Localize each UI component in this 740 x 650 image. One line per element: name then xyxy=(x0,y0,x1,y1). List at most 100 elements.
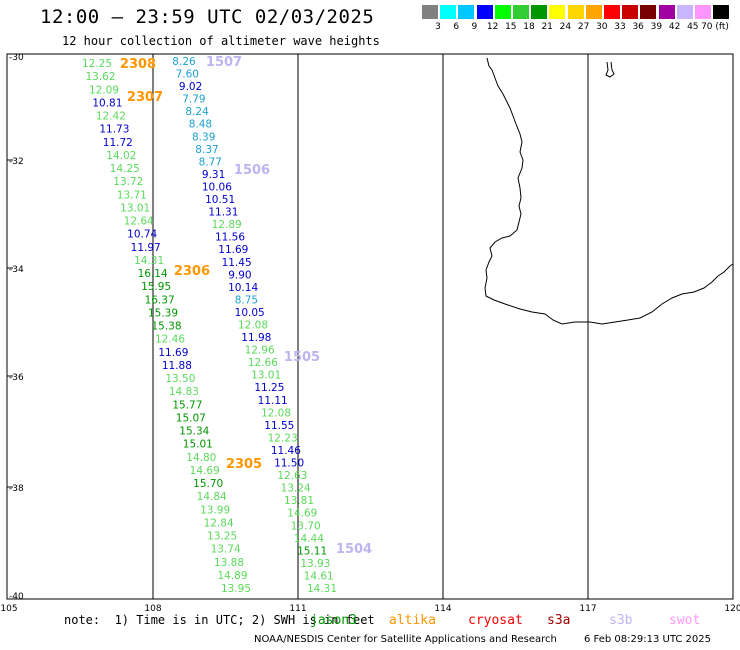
wave-height-reading: 14.69 xyxy=(190,465,220,477)
wave-height-reading: 13.50 xyxy=(165,373,195,385)
pass-label: 2308 xyxy=(120,57,156,72)
wave-height-reading: 12.08 xyxy=(238,320,268,332)
colorbar-label: 70 (ft) xyxy=(701,22,729,32)
colorbar-label: 42 xyxy=(668,22,681,32)
footer-timestamp: 6 Feb 08:29:13 UTC 2025 xyxy=(584,634,711,645)
wave-height-reading: 8.48 xyxy=(189,119,212,131)
wave-height-reading: 12.08 xyxy=(261,407,291,419)
colorbar-swatch xyxy=(567,5,584,19)
lat-label-38: -38 xyxy=(9,484,24,494)
wave-height-reading: 11.69 xyxy=(218,244,248,256)
wave-height-reading: 15.70 xyxy=(193,478,223,490)
colorbar-swatch xyxy=(549,5,566,19)
lat-label-32: -32 xyxy=(9,157,24,167)
colorbar-swatch xyxy=(458,5,475,19)
lon-label-117: 117 xyxy=(579,604,596,614)
wave-height-reading: 10.05 xyxy=(235,307,265,319)
pass-label: 1505 xyxy=(284,350,320,365)
wave-height-reading: 14.61 xyxy=(304,571,334,583)
wave-height-reading: 11.73 xyxy=(99,124,129,136)
footer-credit: NOAA/NESDIS Center for Satellite Applica… xyxy=(254,634,557,645)
wave-height-reading: 10.51 xyxy=(205,194,235,206)
lon-label-120: 120 xyxy=(724,604,740,614)
pass-label: 2305 xyxy=(226,457,262,472)
pass-label: 1506 xyxy=(234,163,270,178)
colorbar-swatch xyxy=(422,5,438,19)
legend-cryosat: cryosat xyxy=(468,613,523,628)
wave-height-reading: 14.84 xyxy=(197,491,227,503)
colorbar-label: 39 xyxy=(650,22,663,32)
wave-height-reading: 10.74 xyxy=(127,229,157,241)
wave-height-reading: 9.31 xyxy=(202,169,225,181)
colorbar-swatch xyxy=(604,5,620,19)
page-title: 12:00 – 23:59 UTC 02/03/2025 xyxy=(40,6,375,28)
wave-height-reading: 8.26 xyxy=(172,56,196,68)
wave-height-reading: 14.80 xyxy=(186,452,216,464)
legend-altika: altika xyxy=(389,613,436,628)
wave-height-reading: 12.64 xyxy=(124,216,154,228)
wave-height-reading: 14.31 xyxy=(134,255,164,267)
wave-height-reading: 9.90 xyxy=(228,269,251,281)
colorbar-swatch xyxy=(585,5,602,19)
wave-height-reading: 13.71 xyxy=(117,189,147,201)
colorbar-swatch xyxy=(531,5,548,19)
pass-label: 2307 xyxy=(127,90,163,105)
lon-label-105: 105 xyxy=(0,604,17,614)
australia-coastline xyxy=(484,57,734,325)
wave-height-reading: 8.37 xyxy=(195,144,218,156)
colorbar-label: 36 xyxy=(632,22,644,32)
legend-jason3: jason3 xyxy=(310,613,357,628)
wave-height-reading: 7.60 xyxy=(176,69,199,81)
colorbar-label: 18 xyxy=(523,22,535,32)
wave-height-reading: 12.63 xyxy=(277,470,307,482)
colorbar-swatch xyxy=(494,5,511,19)
colorbar-label: 15 xyxy=(505,22,517,32)
wave-height-reading: 8.77 xyxy=(199,156,222,168)
wave-height-reading: 12.23 xyxy=(268,432,298,444)
wave-height-reading: 12.42 xyxy=(96,111,126,123)
wave-height-reading: 11.88 xyxy=(162,360,192,372)
wave-height-reading: 11.45 xyxy=(222,257,252,269)
wave-height-reading: 14.83 xyxy=(169,386,199,398)
lat-label-40: -40 xyxy=(9,592,24,602)
wave-height-reading: 13.70 xyxy=(291,520,321,532)
colorbar-labels: 3 6 9 12 15 18 21 24 27 30 33 36 39 42 45 70 (ft) xyxy=(422,22,740,34)
page-subtitle: 12 hour collection of altimeter wave hei… xyxy=(62,34,380,48)
wave-height-reading: 11.25 xyxy=(254,382,284,394)
wave-height-reading: 13.88 xyxy=(214,557,244,569)
colorbar-label: 45 xyxy=(687,22,699,32)
colorbar-swatch xyxy=(676,5,693,19)
wave-height-reading: 14.02 xyxy=(106,150,136,162)
wave-height-reading: 15.34 xyxy=(179,426,209,438)
island xyxy=(605,61,615,78)
wave-height-reading: 8.75 xyxy=(235,294,258,306)
colorbar-swatch xyxy=(440,5,457,19)
lat-ticks xyxy=(7,159,13,488)
colorbar-label: 24 xyxy=(559,22,572,32)
wave-height-reading: 11.50 xyxy=(274,458,304,470)
lat-label-36: -36 xyxy=(9,373,24,383)
wave-height-reading: 15.07 xyxy=(176,412,206,424)
wave-height-reading: 14.89 xyxy=(217,570,247,582)
wave-height-reading: 11.46 xyxy=(271,445,301,457)
wave-height-reading: 12.89 xyxy=(212,219,242,231)
wave-height-reading: 13.72 xyxy=(113,176,143,188)
map-frame xyxy=(6,53,734,600)
wave-height-reading: 13.93 xyxy=(300,558,330,570)
legend-swot: swot xyxy=(669,613,701,628)
colorbar-label: 21 xyxy=(541,22,553,32)
wave-height-reading: 14.31 xyxy=(307,583,337,595)
wave-height-reading: 14.44 xyxy=(294,533,324,545)
wave-height-reading: 12.84 xyxy=(204,517,234,529)
wave-height-reading: 13.74 xyxy=(211,544,241,556)
wave-height-reading: 11.97 xyxy=(131,242,161,254)
wave-height-reading: 14.25 xyxy=(110,163,140,175)
wave-height-reading: 13.01 xyxy=(251,370,281,382)
wave-height-reading: 16.37 xyxy=(145,294,175,306)
colorbar-swatch xyxy=(622,5,639,19)
colorbar-label: 30 xyxy=(596,22,608,32)
wave-height-reading: 15.38 xyxy=(151,321,181,333)
wave-height-reading: 13.81 xyxy=(284,495,314,507)
colorbar-label: 6 xyxy=(453,22,460,32)
